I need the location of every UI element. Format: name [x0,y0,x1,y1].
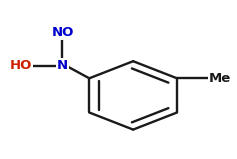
Text: HO: HO [9,59,32,72]
Text: N: N [57,59,68,72]
Text: NO: NO [51,26,74,39]
Text: Me: Me [209,72,231,85]
